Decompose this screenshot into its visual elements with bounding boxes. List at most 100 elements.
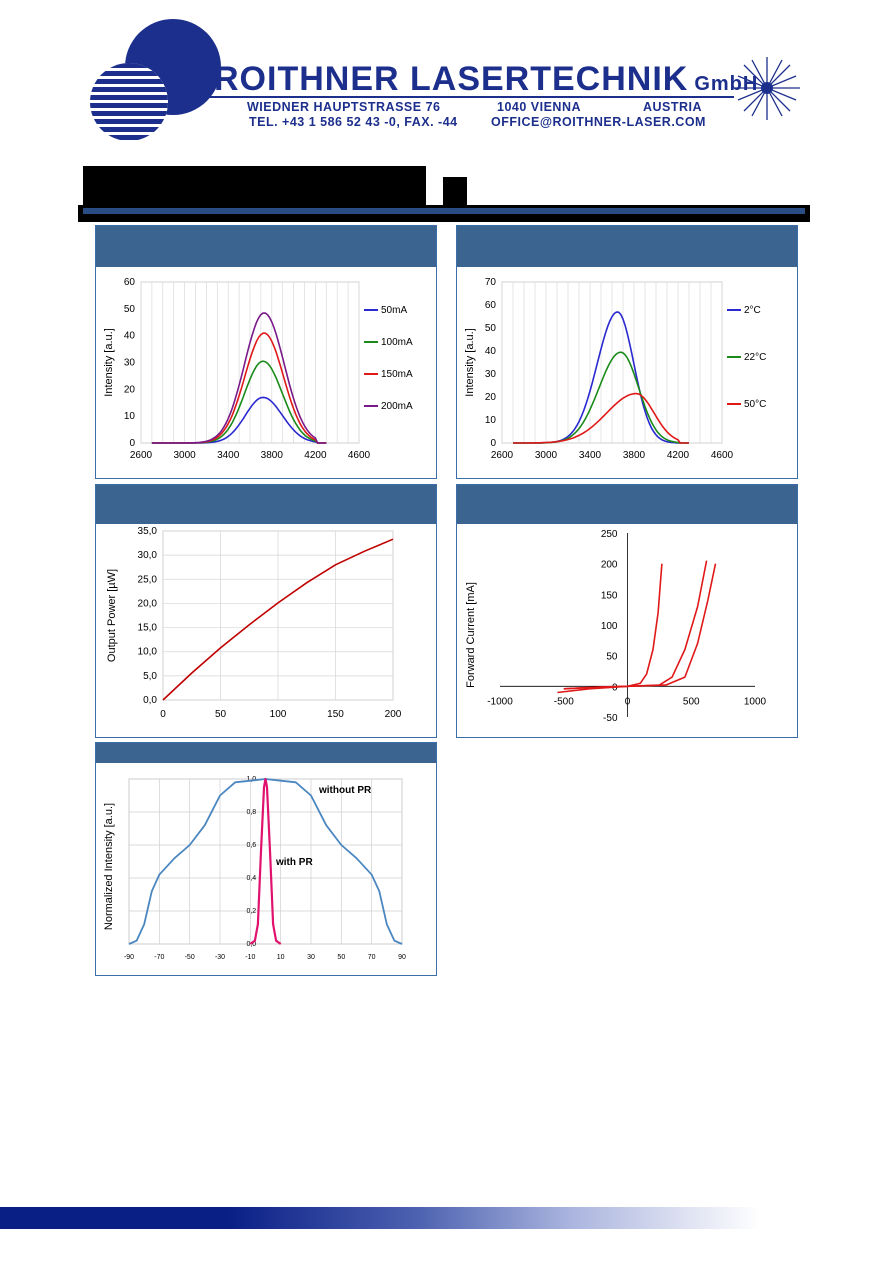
x-tick-label: 100 — [270, 709, 287, 720]
annotation-without-pr: without PR — [318, 785, 372, 796]
x-tick-label: 2600 — [491, 450, 514, 461]
x-tick-label: 1000 — [744, 696, 767, 707]
y-tick-label: -50 — [603, 713, 618, 724]
y-tick-label: 25,0 — [138, 574, 158, 585]
x-tick-label: 50 — [215, 709, 227, 720]
address-country: AUSTRIA — [643, 100, 703, 114]
x-tick-label: -10 — [245, 954, 255, 961]
y-tick-label: 1,0 — [246, 776, 256, 783]
x-tick-label: 150 — [327, 709, 344, 720]
y-tick-label: 50 — [485, 323, 497, 334]
title-rule — [83, 208, 805, 214]
address-street: WIEDNER HAUPTSTRASSE 76 — [247, 100, 441, 114]
x-tick-label: 0 — [625, 696, 631, 707]
y-tick-label: 35,0 — [138, 526, 158, 537]
x-tick-label: 3000 — [535, 450, 558, 461]
y-tick-label: 0,8 — [246, 809, 256, 816]
company-logo — [90, 19, 800, 141]
x-tick-label: 50 — [337, 954, 345, 961]
y-tick-label: 0,6 — [246, 842, 256, 849]
panel-header — [457, 226, 797, 267]
legend-label: 200mA — [381, 401, 413, 412]
x-tick-label: 90 — [398, 954, 406, 961]
series-line-50°C — [513, 392, 689, 444]
y-tick-label: 20,0 — [138, 598, 158, 609]
y-tick-label: 5,0 — [143, 671, 157, 682]
legend-label: 2°C — [744, 305, 761, 316]
y-tick-label: 0 — [129, 438, 135, 449]
y-tick-label: 15,0 — [138, 623, 158, 634]
y-tick-label: 10,0 — [138, 647, 158, 658]
chart-panel-spectrum-current: 0 10 20 30 40 50 60 2600 3000 3400 3800 4200 4600 Int… — [95, 225, 437, 479]
y-tick-label: 0,4 — [246, 875, 256, 882]
legend-label: 50°C — [744, 399, 766, 410]
y-tick-label: 50 — [124, 304, 136, 315]
y-tick-label: 60 — [124, 277, 136, 288]
chart-spectrum-current: 0 10 20 30 40 50 60 2600 3000 3400 3800 4200 4600 Int… — [103, 277, 413, 461]
chart-panel-iv: -50 0 50 100 150 200 250 -1000 -500 0 500 1000 Forwa… — [456, 484, 798, 738]
y-tick-label: 30,0 — [138, 550, 158, 561]
company-name: ROITHNER LASERTECHNIK GmbH — [214, 60, 758, 99]
x-tick-label: 10 — [277, 954, 285, 961]
series-line-2 — [557, 560, 708, 694]
panel-header — [96, 485, 436, 524]
panel-header — [96, 743, 436, 763]
y-tick-label: 20 — [124, 384, 136, 395]
y-tick-label: 70 — [485, 277, 497, 288]
annotation-with-pr: with PR — [275, 857, 313, 868]
y-tick-label: 150 — [601, 590, 618, 601]
chart-spectrum-temperature: 0 10 20 30 40 50 60 70 2600 3000 3400 3800 4200 4600 I… — [464, 277, 766, 461]
y-tick-label: 10 — [124, 411, 136, 422]
y-tick-label: 30 — [485, 369, 497, 380]
legend-label: 100mA — [381, 337, 413, 348]
panel-header — [96, 226, 436, 267]
y-tick-label: 40 — [485, 346, 497, 357]
x-tick-label: 70 — [368, 954, 376, 961]
x-tick-label: -90 — [124, 954, 134, 961]
x-tick-label: 30 — [307, 954, 315, 961]
email: OFFICE@ROITHNER-LASER.COM — [491, 115, 706, 129]
y-tick-label: 10 — [485, 415, 497, 426]
series-line-200mA — [151, 312, 327, 444]
logo-circle-striped — [90, 63, 168, 141]
x-tick-label: 200 — [385, 709, 402, 720]
series-line — [162, 538, 394, 701]
chart-output-power: 0,0 5,0 10,0 15,0 20,0 25,0 30,0 35,0 0 50 100 150 2… — [106, 526, 402, 720]
legend-label: 22°C — [744, 352, 766, 363]
title-block-small — [443, 177, 467, 208]
plot-area — [128, 778, 403, 945]
y-axis-label: Intensity [a.u.] — [103, 328, 115, 396]
y-axis-label: Intensity [a.u.] — [464, 328, 476, 396]
company-main: ROITHNER LASERTECHNIK — [214, 60, 689, 98]
x-tick-label: -30 — [215, 954, 225, 961]
x-tick-label: -500 — [554, 696, 574, 707]
footer-bar — [0, 1207, 760, 1229]
company-suffix: GmbH — [694, 73, 759, 95]
address-city: 1040 VIENNA — [497, 100, 582, 114]
y-axis-label: Normalized Intensity [a.u.] — [103, 803, 115, 930]
chart-panel-spectrum-temperature: 0 10 20 30 40 50 60 70 2600 3000 3400 3800 4200 4600 I… — [456, 225, 798, 479]
y-axis-label: Forward Current [mA] — [465, 582, 477, 688]
x-tick-label: -1000 — [487, 696, 513, 707]
x-tick-label: 4200 — [304, 450, 327, 461]
y-tick-label: 0,0 — [143, 695, 157, 706]
x-tick-label: 0 — [160, 709, 166, 720]
y-tick-label: 40 — [124, 331, 136, 342]
y-tick-label: 100 — [601, 621, 618, 632]
title-block — [83, 166, 426, 208]
x-tick-label: 3400 — [579, 450, 602, 461]
x-tick-label: 4200 — [667, 450, 690, 461]
x-tick-label: 2600 — [130, 450, 153, 461]
x-tick-label: 3400 — [217, 450, 240, 461]
y-tick-label: 30 — [124, 358, 136, 369]
y-tick-label: 250 — [601, 529, 618, 540]
panel-header — [457, 485, 797, 524]
y-tick-label: 20 — [485, 392, 497, 403]
series-line-with-PR — [249, 777, 282, 945]
phone-fax: TEL. +43 1 586 52 43 -0, FAX. -44 — [249, 115, 458, 129]
y-axis-label: Output Power [µW] — [106, 569, 118, 662]
chart-panel-angular: 0,0 0,2 0,4 0,6 0,8 1,0 -90 -70 -50 -30 -10 10 30 50 7… — [95, 742, 437, 976]
y-tick-label: 200 — [601, 560, 618, 571]
series-line-3 — [563, 563, 717, 690]
